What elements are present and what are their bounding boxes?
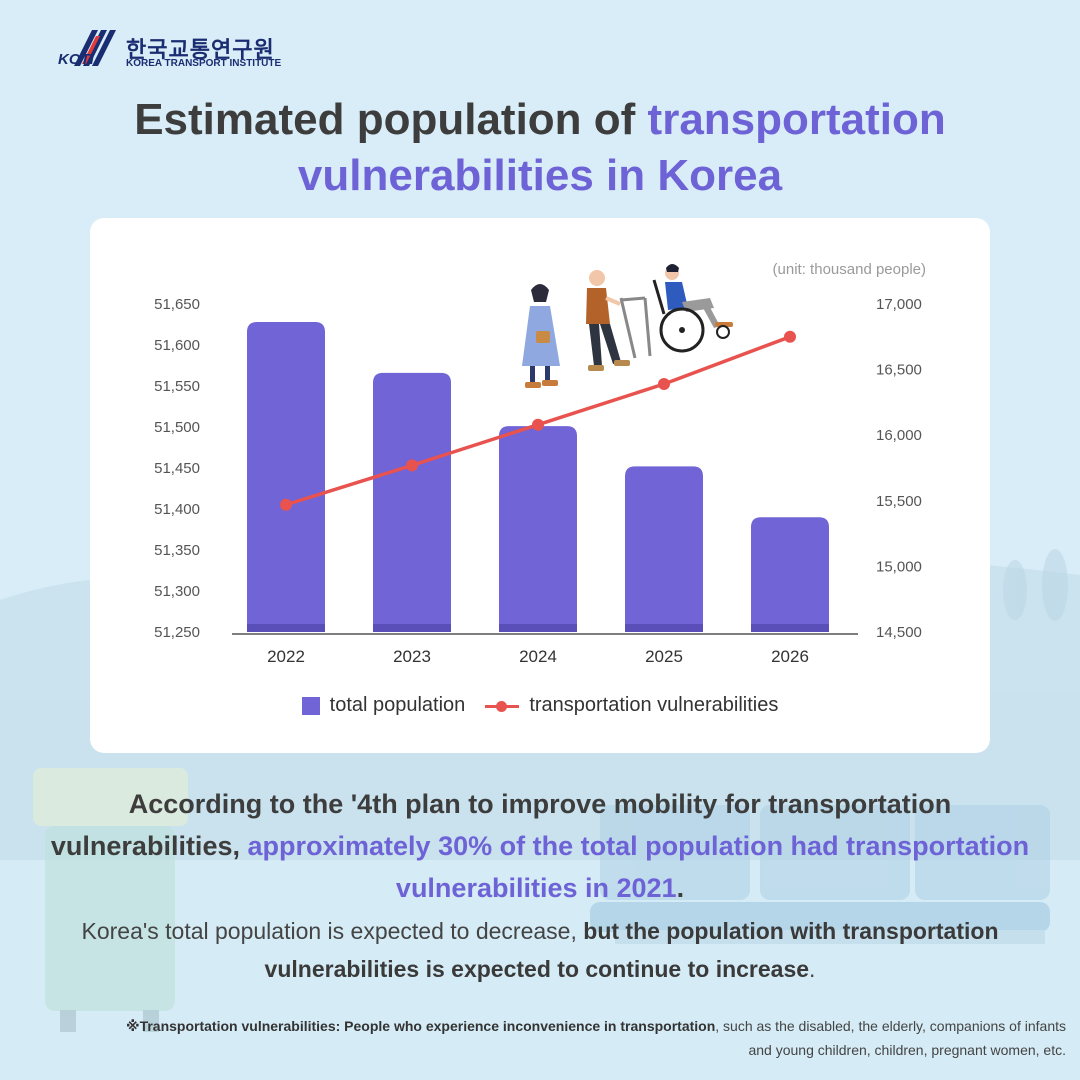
bar-base-2023 bbox=[373, 624, 451, 632]
chart-legend: total population transportation vulnerab… bbox=[90, 694, 990, 717]
legend-label-total-population: total population bbox=[329, 694, 466, 716]
y-left-tick: 51,400 bbox=[154, 501, 200, 518]
unit-note: (unit: thousand people) bbox=[772, 261, 926, 278]
woman-figure bbox=[522, 284, 560, 388]
logo-korean: 한국교통연구원 bbox=[126, 37, 275, 62]
bar-base-2024 bbox=[499, 624, 577, 632]
line-point-2025 bbox=[658, 378, 670, 391]
definition-footnote: ※Transportation vulnerabilities: People … bbox=[106, 1014, 1066, 1062]
wheelchair-user-figure bbox=[652, 264, 733, 353]
summary-plain-text: According to the '4th plan to improve mo… bbox=[50, 789, 952, 861]
y-left-tick: 51,550 bbox=[154, 378, 200, 395]
forecast-paragraph: Korea's total population is expected to … bbox=[40, 912, 1040, 988]
bar-2024 bbox=[499, 426, 577, 632]
x-tick: 2026 bbox=[771, 647, 809, 666]
x-tick: 2023 bbox=[393, 647, 431, 666]
y-left-tick: 51,450 bbox=[154, 460, 200, 477]
logo-english: KOREA TRANSPORT INSTITUTE bbox=[126, 58, 282, 69]
koti-logo-mark: KOTI bbox=[58, 30, 116, 68]
bar-base-2026 bbox=[751, 624, 829, 632]
y-left-tick: 51,500 bbox=[154, 419, 200, 436]
legend-item-transportation-vulnerabilities: transportation vulnerabilities bbox=[485, 694, 778, 717]
bar-2023 bbox=[373, 372, 451, 632]
line-point-2023 bbox=[406, 459, 418, 472]
legend-line-swatch bbox=[485, 697, 520, 715]
legend-bar-swatch bbox=[301, 696, 320, 715]
y-right-tick: 16,000 bbox=[876, 427, 922, 444]
forecast-end-text: . bbox=[809, 956, 816, 982]
line-point-2026 bbox=[784, 330, 796, 343]
x-tick: 2022 bbox=[267, 647, 305, 666]
page-title: Estimated population of transportation v… bbox=[40, 92, 1040, 204]
bar-2025 bbox=[625, 466, 703, 632]
y-left-tick: 51,300 bbox=[154, 583, 200, 600]
y-right-tick: 16,500 bbox=[876, 362, 922, 379]
bar-2026 bbox=[751, 517, 829, 632]
title-part1: Estimated population of bbox=[134, 95, 636, 144]
summary-paragraph: According to the '4th plan to improve mo… bbox=[40, 783, 1040, 909]
koti-logo-text: KOTI bbox=[58, 51, 95, 68]
legend-item-total-population: total population bbox=[301, 694, 466, 717]
bar-2022 bbox=[247, 322, 325, 632]
footnote-bold-text: ※Transportation vulnerabilities: People … bbox=[125, 1018, 716, 1034]
summary-highlight-text: approximately 30% of the total populatio… bbox=[247, 831, 1030, 903]
summary-end-text: . bbox=[676, 873, 685, 903]
x-tick: 2024 bbox=[519, 647, 557, 666]
title-accent: transportation vulnerabilities in Korea bbox=[297, 95, 946, 200]
line-point-2024 bbox=[532, 418, 544, 431]
y-left-tick: 51,600 bbox=[154, 337, 200, 354]
y-right-tick: 17,000 bbox=[876, 296, 922, 313]
y-right-tick: 15,000 bbox=[876, 558, 922, 575]
chart-card: 51,650 51,600 51,550 51,500 51,450 51,400 51,3… bbox=[90, 218, 990, 753]
y-left-tick: 51,250 bbox=[154, 624, 200, 641]
bar-base-2025 bbox=[625, 624, 703, 632]
forecast-bold-text: but the population with transportation v… bbox=[264, 918, 999, 982]
combo-chart: 51,650 51,600 51,550 51,500 51,450 51,400 51,3… bbox=[154, 264, 922, 666]
people-illustration bbox=[522, 264, 733, 388]
footnote-plain-text: , such as the disabled, the elderly, com… bbox=[715, 1018, 1066, 1058]
line-point-2022 bbox=[280, 498, 292, 511]
elderly-man-figure bbox=[586, 270, 652, 371]
bar-base-2022 bbox=[247, 624, 325, 632]
forecast-plain-text: Korea's total population is expected to … bbox=[81, 918, 577, 944]
y-left-tick: 51,650 bbox=[154, 296, 200, 313]
y-right-tick: 15,500 bbox=[876, 493, 922, 510]
legend-label-transportation-vulnerabilities: transportation vulnerabilities bbox=[529, 694, 779, 716]
y-left-tick: 51,350 bbox=[154, 542, 200, 559]
y-right-tick: 14,500 bbox=[876, 624, 922, 641]
x-tick: 2025 bbox=[645, 647, 683, 666]
koti-logo: KOTI 한국교통연구원 KOREA TRANSPORT INSTITUTE bbox=[58, 26, 298, 76]
